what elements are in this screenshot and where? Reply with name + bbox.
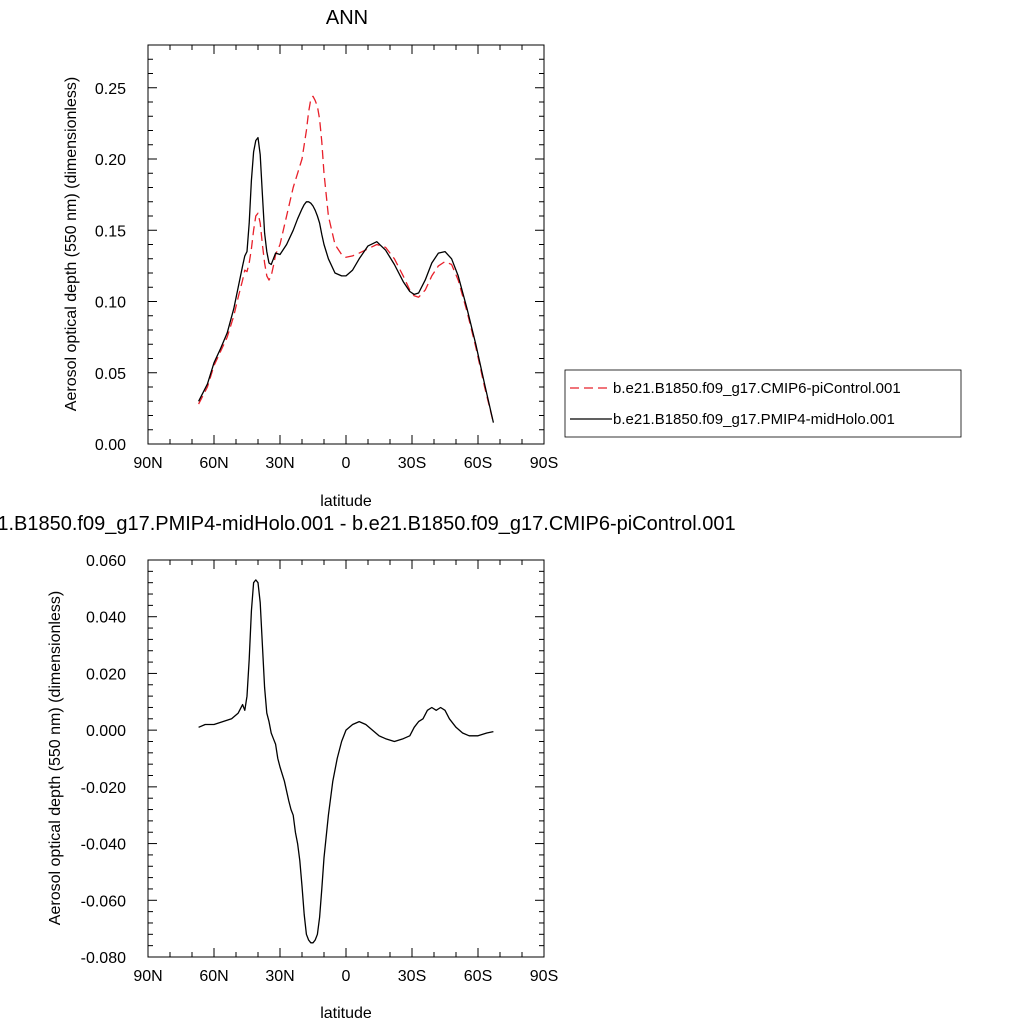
bottom-y-tick-label: 0.040	[86, 610, 126, 627]
legend-box	[564, 369, 962, 438]
bottom-x-tick-label: 90S	[530, 968, 558, 985]
bottom-chart-curves	[198, 579, 494, 944]
top-x-tick-label: 60N	[199, 455, 228, 472]
top-x-tick-label: 0	[342, 455, 351, 472]
top-x-tick-label: 60S	[464, 455, 492, 472]
top-chart-curves	[198, 95, 495, 423]
bottom-x-tick-label: 60S	[464, 968, 492, 985]
bottom-y-tick-label: -0.040	[81, 837, 126, 854]
top-x-tick-label: 30N	[265, 455, 294, 472]
bottom-x-tick-label: 30N	[265, 968, 294, 985]
bottom-x-axis-label: latitude	[320, 1005, 372, 1022]
top-x-tick-label: 90S	[530, 455, 558, 472]
bottom-y-axis-label: Aerosol optical depth (550 nm) (dimensio…	[47, 591, 64, 925]
bottom-chart: b.e21.B1850.f09_g17.PMIP4-midHolo.001 - …	[0, 513, 736, 1022]
bottom-y-tick-label: 0.000	[86, 723, 126, 740]
top-x-axis-label: latitude	[320, 493, 372, 510]
top-x-tick-label: 30S	[398, 455, 426, 472]
top-y-axis: 0.00 0.05 0.10 0.15 0.20 0.25	[95, 44, 544, 454]
bottom-x-tick-label: 60N	[199, 968, 228, 985]
bottom-x-tick-label: 90N	[133, 968, 162, 985]
bottom-chart-title: b.e21.B1850.f09_g17.PMIP4-midHolo.001 - …	[0, 513, 736, 535]
bottom-x-axis: 90N 60N 30N 0 30S 60S 90S	[133, 560, 558, 985]
bottom-y-tick-label: -0.020	[81, 780, 126, 797]
top-y-tick-label: 0.05	[95, 366, 126, 383]
legend-entry-picontrol: b.e21.B1850.f09_g17.CMIP6-piControl.001	[613, 380, 901, 397]
bottom-y-axis: -0.080 -0.060 -0.040 -0.020 0.000 0.020 0.040 0…	[81, 553, 544, 967]
bottom-series-line-0	[198, 579, 494, 944]
top-x-tick-label: 90N	[133, 455, 162, 472]
legend-entry-midholo: b.e21.B1850.f09_g17.PMIP4-midHolo.001	[613, 411, 895, 428]
bottom-y-tick-label: -0.060	[81, 893, 126, 910]
bottom-x-tick-label: 30S	[398, 968, 426, 985]
top-chart-title: ANN	[326, 7, 368, 29]
top-y-tick-label: 0.00	[95, 437, 126, 454]
top-y-tick-label: 0.25	[95, 81, 126, 98]
top-y-tick-label: 0.15	[95, 223, 126, 240]
bottom-plot-frame	[147, 559, 545, 958]
bottom-y-tick-label: 0.020	[86, 666, 126, 683]
top-x-axis: 90N 60N 30N 0 30S 60S 90S	[133, 45, 558, 472]
top-chart: ANN 90N 60N 30N 0 30S 60S 90S 0.00 0.05 0.10 0.15…	[63, 7, 962, 510]
bottom-y-tick-label: 0.060	[86, 553, 126, 570]
top-y-tick-label: 0.20	[95, 152, 126, 169]
top-y-axis-label: Aerosol optical depth (550 nm) (dimensio…	[63, 77, 80, 411]
bottom-y-tick-label: -0.080	[81, 950, 126, 967]
bottom-x-tick-label: 0	[342, 968, 351, 985]
top-y-tick-label: 0.10	[95, 295, 126, 312]
legend: b.e21.B1850.f09_g17.CMIP6-piControl.001 …	[564, 369, 962, 438]
top-series-line-0	[198, 95, 495, 423]
top-series-line-1	[198, 136, 495, 423]
